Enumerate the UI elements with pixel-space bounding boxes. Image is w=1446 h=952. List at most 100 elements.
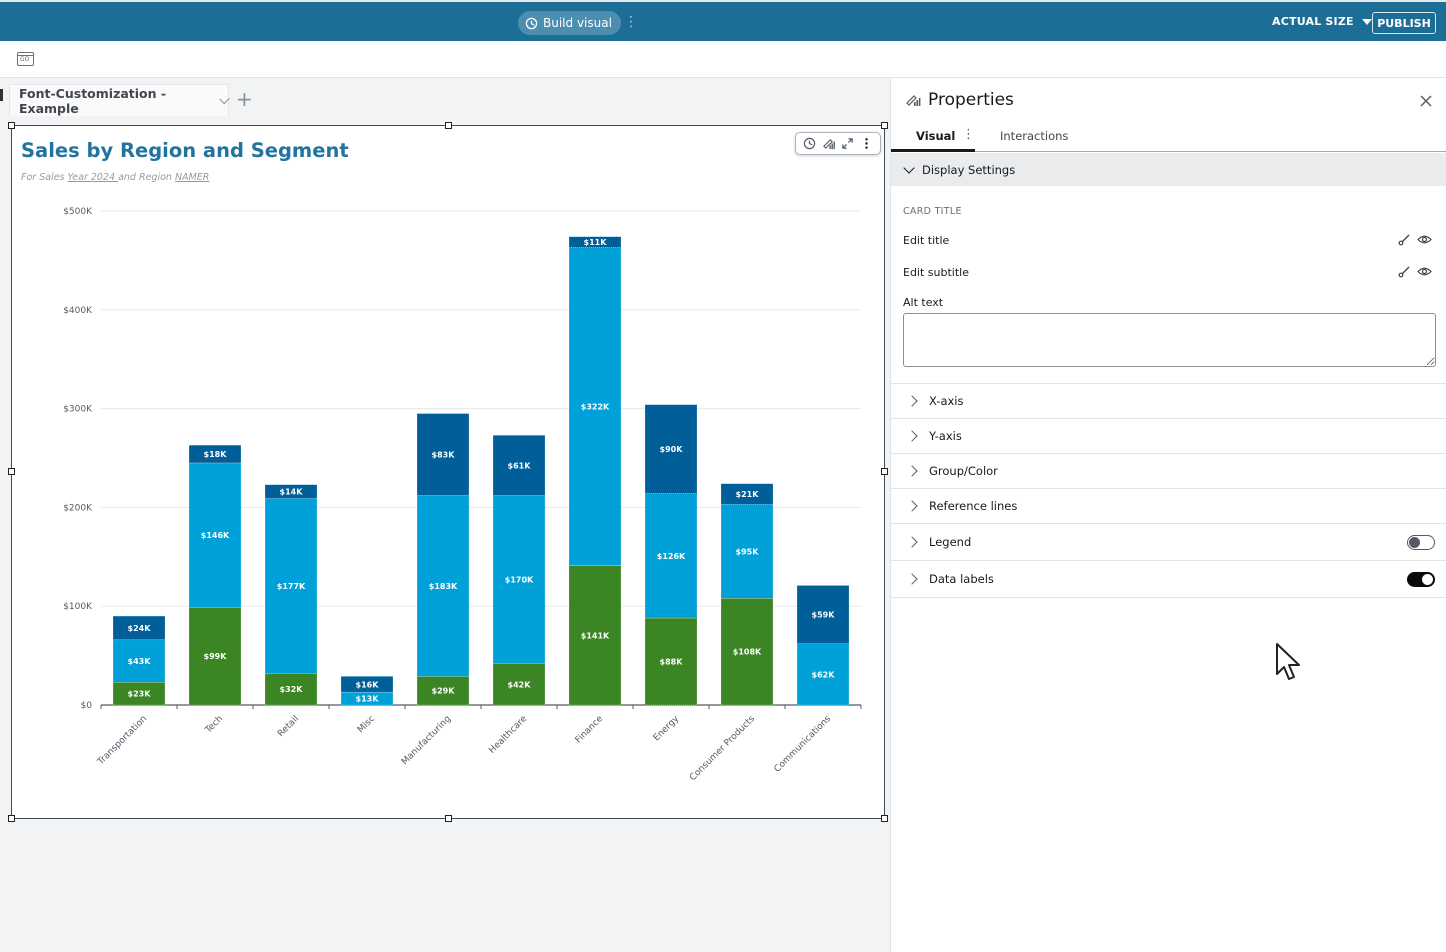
data-label: $146K [201, 531, 230, 540]
bar-segment [492, 435, 546, 496]
resize-handle-ne[interactable] [881, 122, 888, 129]
bar-segment [188, 444, 242, 464]
kebab-icon[interactable]: ⋮ [624, 14, 638, 30]
secondary-toolbar: GO [0, 41, 1446, 101]
paintbrush-icon[interactable] [1397, 265, 1412, 278]
alt-text-input[interactable] [903, 313, 1436, 367]
data-label: $21K [736, 490, 760, 499]
card-title-label: CARD TITLE [903, 206, 962, 217]
x-tick-label: Misc [356, 714, 377, 735]
bar-segment [188, 462, 242, 608]
section-legend[interactable]: Legend [891, 523, 1446, 560]
data-label: $43K [128, 657, 152, 666]
x-tick-label: Consumer Products [688, 714, 757, 783]
collapsed-sidebar-edge[interactable] [0, 89, 3, 101]
x-tick-label: Healthcare [487, 714, 529, 756]
data-label: $29K [432, 687, 456, 696]
section-group-color[interactable]: Group/Color [891, 453, 1446, 488]
chevron-right-icon [906, 465, 918, 477]
bar-segment [264, 484, 318, 499]
bar-segment [720, 504, 774, 599]
resize-handle-se[interactable] [881, 815, 888, 822]
resize-handle-n[interactable] [445, 122, 452, 129]
data-label: $18K [204, 450, 228, 459]
embed-icon[interactable]: GO [17, 52, 34, 66]
x-tick-label: Finance [574, 714, 606, 746]
data-label: $177K [277, 582, 306, 591]
build-visual-icon [525, 17, 538, 29]
bar-segment [416, 413, 470, 496]
resize-handle-s[interactable] [445, 815, 452, 822]
chevron-right-icon [906, 430, 918, 442]
data-label: $90K [660, 445, 684, 454]
publish-button[interactable]: PUBLISH [1372, 12, 1436, 34]
bar-segment [112, 615, 166, 640]
bar-segment [644, 404, 698, 494]
build-visual-label: Build visual [543, 16, 612, 30]
properties-title: Properties [928, 90, 1014, 110]
chevron-down-icon[interactable] [218, 93, 230, 104]
chevron-right-icon [906, 500, 918, 512]
x-tick-label: Energy [652, 714, 682, 744]
build-visual-button[interactable]: Build visual [518, 11, 621, 35]
format-visual-icon[interactable] [821, 136, 837, 152]
chevron-right-icon [906, 573, 918, 585]
section-y-axis[interactable]: Y-axis [891, 418, 1446, 453]
subtitle-param-year[interactable]: Year 2024 [67, 172, 119, 183]
close-icon[interactable] [1418, 93, 1434, 109]
chevron-down-icon [903, 161, 915, 174]
section-x-axis[interactable]: X-axis [891, 383, 1446, 418]
data-label: $141K [581, 631, 610, 640]
top-bar: Build visual ⋮ ACTUAL SIZE PUBLISH [0, 0, 1446, 41]
data-label: $62K [812, 670, 836, 679]
more-options-icon[interactable] [859, 136, 875, 152]
add-sheet-button[interactable]: + [236, 87, 253, 111]
data-labels-toggle[interactable] [1407, 572, 1435, 587]
x-tick-label: Transportation [95, 714, 149, 768]
resize-handle-sw[interactable] [8, 815, 15, 822]
data-label: $23K [128, 690, 152, 699]
paintbrush-icon[interactable] [1397, 233, 1412, 246]
data-label: $99K [204, 652, 228, 661]
data-label: $32K [280, 685, 304, 694]
subtitle-param-region[interactable]: NAMER [174, 172, 210, 183]
y-tick-label: $500K [63, 207, 93, 217]
data-label: $322K [581, 403, 610, 412]
resize-handle-w[interactable] [8, 468, 15, 475]
resize-handle-e[interactable] [881, 468, 888, 475]
eye-icon[interactable] [1417, 233, 1432, 246]
resize-handle-nw[interactable] [8, 122, 15, 129]
edit-subtitle-actions [1397, 265, 1432, 278]
data-label: $14K [280, 488, 304, 497]
stacked-bar-chart: $0 $100K $200K $300K $400K $500K $23K $43K $24K T… [63, 207, 862, 783]
edit-subtitle-label: Edit subtitle [903, 266, 969, 279]
sheet-tab-label: Font-Customization - Example [19, 85, 167, 116]
tab-visual[interactable]: Visual [916, 129, 956, 143]
chevron-right-icon [906, 395, 918, 407]
data-label: $183K [429, 582, 458, 591]
data-label: $16K [356, 680, 380, 689]
expand-icon[interactable] [840, 136, 856, 152]
section-reference-lines[interactable]: Reference lines [891, 488, 1446, 523]
edit-title-label: Edit title [903, 234, 950, 247]
display-settings-header[interactable]: Display Settings [891, 153, 1446, 186]
bar-segment [568, 236, 622, 248]
zoom-mode-label: ACTUAL SIZE [1272, 15, 1354, 28]
legend-toggle[interactable] [1407, 535, 1435, 550]
eye-icon[interactable] [1417, 265, 1432, 278]
y-tick-label: $0 [81, 701, 93, 711]
bar-segment [796, 643, 850, 706]
visual-card[interactable]: $0 $100K $200K $300K $400K $500K $23K $43K $24K T… [8, 122, 888, 822]
tab-visual-menu-icon[interactable]: ⋮ [962, 127, 975, 142]
zoom-mode-dropdown[interactable]: ACTUAL SIZE [1272, 15, 1372, 28]
visual-subtitle: For Sales Year 2024 and Region NAMER [21, 172, 210, 183]
bar-segment [796, 585, 850, 644]
data-label: $11K [584, 238, 608, 247]
data-label: $83K [432, 451, 456, 460]
tab-interactions[interactable]: Interactions [1000, 129, 1069, 143]
data-label: $95K [736, 547, 760, 556]
data-label: $61K [508, 461, 532, 470]
section-data-labels[interactable]: Data labels [891, 560, 1446, 597]
sheet-tab[interactable]: Font-Customization - Example [9, 84, 230, 116]
insight-icon[interactable] [802, 136, 818, 152]
